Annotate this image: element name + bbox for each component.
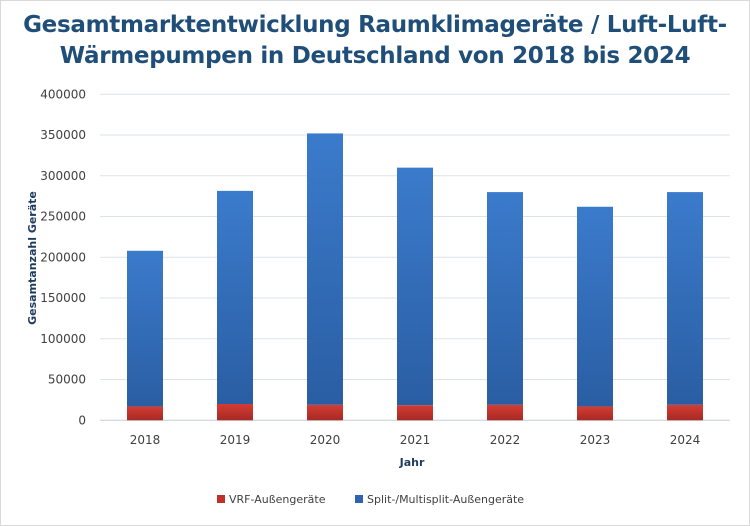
y-tick-label: 350000	[40, 128, 86, 142]
bar-split-2019	[217, 190, 253, 404]
bar-vrf-2021	[397, 405, 433, 421]
legend-label-vrf: VRF-Außengeräte	[229, 493, 326, 506]
chart-title-line-2: Wärmepumpen in Deutschland von 2018 bis …	[59, 43, 691, 69]
bar-vrf-2024	[667, 404, 703, 421]
y-tick-label: 100000	[40, 332, 86, 346]
legend-swatch-vrf	[217, 495, 225, 503]
bar-split-2020	[307, 133, 343, 405]
legend-label-split: Split-/Multisplit-Außengeräte	[367, 493, 524, 506]
bar-vrf-2019	[217, 404, 253, 421]
bar-vrf-2018	[127, 406, 163, 421]
chart-title: Gesamtmarktentwicklung Raumklimageräte /…	[0, 10, 750, 72]
x-tick-label: 2021	[400, 433, 431, 447]
x-tick-label: 2023	[580, 433, 611, 447]
y-tick-label: 200000	[40, 250, 86, 264]
x-tick-label: 2019	[220, 433, 251, 447]
x-tick-label: 2024	[670, 433, 701, 447]
bar-split-2021	[397, 167, 433, 406]
x-tick-label: 2022	[490, 433, 521, 447]
bar-split-2024	[667, 192, 703, 405]
y-tick-label: 300000	[40, 169, 86, 183]
y-tick-label: 250000	[40, 210, 86, 224]
x-tick-label: 2018	[130, 433, 161, 447]
legend-swatch-split	[355, 495, 363, 503]
x-axis-label: Jahr	[399, 456, 425, 469]
y-tick-label: 0	[78, 413, 86, 427]
bar-split-2018	[127, 250, 163, 407]
y-axis-label: Gesamtanzahl Geräte	[26, 191, 39, 325]
bar-vrf-2022	[487, 404, 523, 421]
y-tick-label: 150000	[40, 291, 86, 305]
bar-split-2023	[577, 206, 613, 407]
chart-title-line-1: Gesamtmarktentwicklung Raumklimageräte /…	[23, 12, 727, 38]
legend: VRF-Außengeräte Split-/Multisplit-Außeng…	[217, 493, 524, 506]
y-tick-label: 400000	[40, 87, 86, 101]
bar-vrf-2020	[307, 404, 343, 421]
y-tick-label: 50000	[48, 373, 86, 387]
x-tick-label: 2020	[310, 433, 341, 447]
bar-vrf-2023	[577, 406, 613, 421]
bar-split-2022	[487, 192, 523, 405]
